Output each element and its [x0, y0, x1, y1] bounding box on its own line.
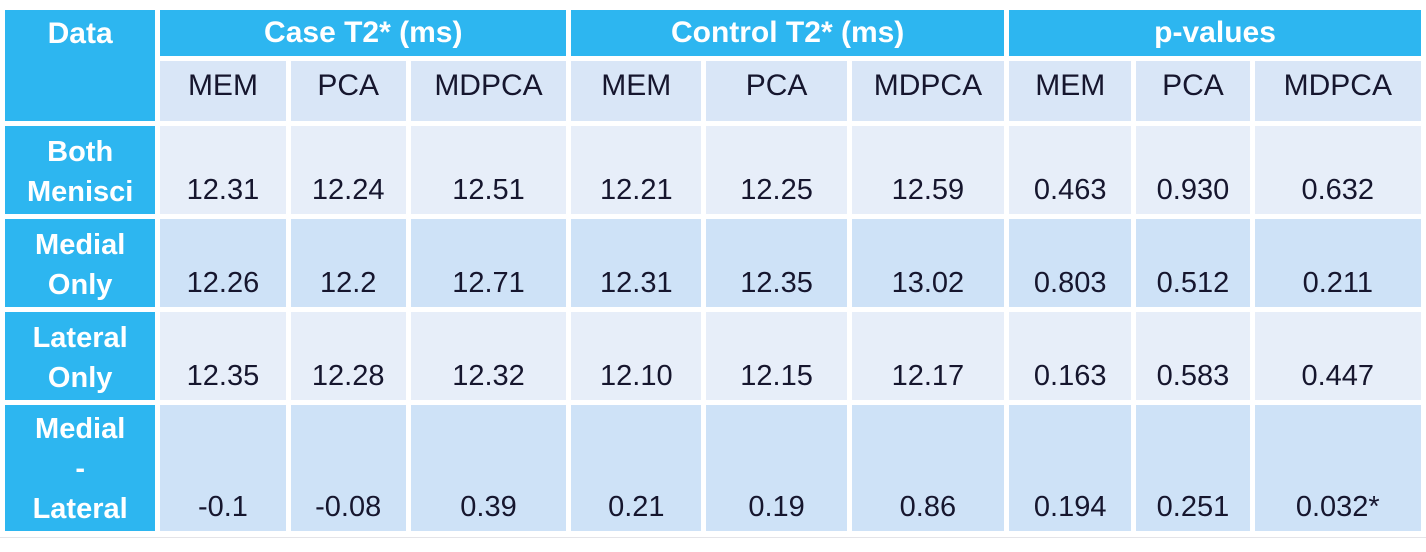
subheader-case-mem: MEM: [160, 61, 286, 121]
subheader-control-mem: MEM: [571, 61, 702, 121]
table-cell: 0.251: [1136, 405, 1250, 531]
table-cell: 13.02: [851, 219, 1005, 307]
subheader-p-pca: PCA: [1136, 61, 1250, 121]
table-cell: 12.31: [571, 219, 702, 307]
subheader-case-mdpca: MDPCA: [410, 61, 567, 121]
table-cell: 12.15: [706, 312, 847, 400]
table-cell: 12.10: [571, 312, 702, 400]
table-cell: 12.24: [290, 126, 406, 214]
subheader-p-mdpca: MDPCA: [1254, 61, 1421, 121]
subheader-p-mem: MEM: [1009, 61, 1132, 121]
table-cell: 0.512: [1136, 219, 1250, 307]
table-row-lateral-only: Lateral Only 12.35 12.28 12.32 12.10 12.…: [5, 312, 1421, 400]
table-cell: 12.35: [160, 312, 286, 400]
table-cell: 12.2: [290, 219, 406, 307]
row-header-lateral-only: Lateral Only: [5, 312, 156, 400]
table-row-both-menisci: Both Menisci 12.31 12.24 12.51 12.21 12.…: [5, 126, 1421, 214]
table-cell: 0.447: [1254, 312, 1421, 400]
table-cell: 12.17: [851, 312, 1005, 400]
table-cell: 12.51: [410, 126, 567, 214]
group-header-p-values: p-values: [1009, 10, 1421, 56]
table-cell: 12.35: [706, 219, 847, 307]
table-cell: -0.08: [290, 405, 406, 531]
table-row-medial-only: Medial Only 12.26 12.2 12.71 12.31 12.35…: [5, 219, 1421, 307]
table-cell: 0.86: [851, 405, 1005, 531]
row-header-medial-only: Medial Only: [5, 219, 156, 307]
table-cell: 0.032*: [1254, 405, 1421, 531]
table-cell: 0.39: [410, 405, 567, 531]
group-header-row: Data Case T2* (ms) Control T2* (ms) p-va…: [5, 10, 1421, 121]
table-cell: 0.19: [706, 405, 847, 531]
table-cell: 0.583: [1136, 312, 1250, 400]
group-header-control-t2: Control T2* (ms): [571, 10, 1005, 56]
table-cell: 0.21: [571, 405, 702, 531]
row-header-both-menisci: Both Menisci: [5, 126, 156, 214]
table-cell: 0.463: [1009, 126, 1132, 214]
table-cell: 0.803: [1009, 219, 1132, 307]
subheader-row: MEM PCA MDPCA MEM PCA MDPCA MEM PCA MDPC…: [5, 61, 1421, 121]
table-row-medial-minus-lateral: Medial - Lateral -0.1 -0.08 0.39 0.21 0.…: [5, 405, 1421, 531]
corner-header-data: Data: [5, 10, 156, 121]
subheader-control-pca: PCA: [706, 61, 847, 121]
table-cell: 12.71: [410, 219, 567, 307]
subheader-case-pca: PCA: [290, 61, 406, 121]
table-cell: -0.1: [160, 405, 286, 531]
results-table: Data Case T2* (ms) Control T2* (ms) p-va…: [0, 5, 1426, 536]
group-header-case-t2: Case T2* (ms): [160, 10, 567, 56]
row-header-medial-minus-lateral: Medial - Lateral: [5, 405, 156, 531]
table-cell: 12.21: [571, 126, 702, 214]
table-cell: 0.194: [1009, 405, 1132, 531]
table-cell: 0.930: [1136, 126, 1250, 214]
table-cell: 12.26: [160, 219, 286, 307]
table-cell: 0.163: [1009, 312, 1132, 400]
table-cell: 12.59: [851, 126, 1005, 214]
table-cell: 12.31: [160, 126, 286, 214]
table-cell: 12.32: [410, 312, 567, 400]
table-cell: 0.632: [1254, 126, 1421, 214]
table-bottom-divider: [0, 537, 1426, 538]
table-cell: 12.25: [706, 126, 847, 214]
table-cell: 12.28: [290, 312, 406, 400]
subheader-control-mdpca: MDPCA: [851, 61, 1005, 121]
table-cell: 0.211: [1254, 219, 1421, 307]
